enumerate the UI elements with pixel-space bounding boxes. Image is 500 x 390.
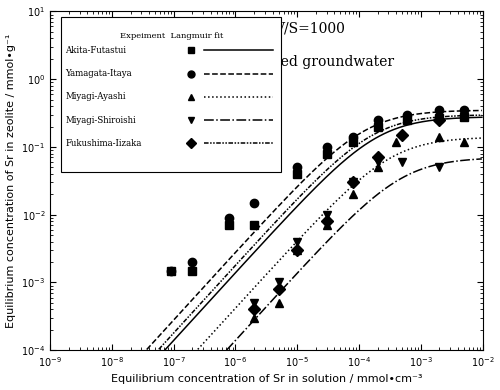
Text: Miyagi-Shiroishi: Miyagi-Shiroishi [66,116,136,125]
FancyBboxPatch shape [61,16,282,172]
Text: Akita-Futastui: Akita-Futastui [66,46,126,55]
Text: V/S=1000: V/S=1000 [274,21,345,35]
Text: Expeiment  Langmuir fit: Expeiment Langmuir fit [120,32,223,40]
Text: Fukushima-Iizaka: Fukushima-Iizaka [66,139,142,148]
Y-axis label: Equilibrium concentration of Sr in zeolite / mmol•g⁻¹: Equilibrium concentration of Sr in zeoli… [6,34,16,328]
Text: Yamagata-Itaya: Yamagata-Itaya [66,69,132,78]
Text: Simulated groundwater: Simulated groundwater [226,55,394,69]
X-axis label: Equilibrium concentration of Sr in solution / mmol•cm⁻³: Equilibrium concentration of Sr in solut… [110,374,422,385]
Text: Miyagi-Ayashi: Miyagi-Ayashi [66,92,126,101]
